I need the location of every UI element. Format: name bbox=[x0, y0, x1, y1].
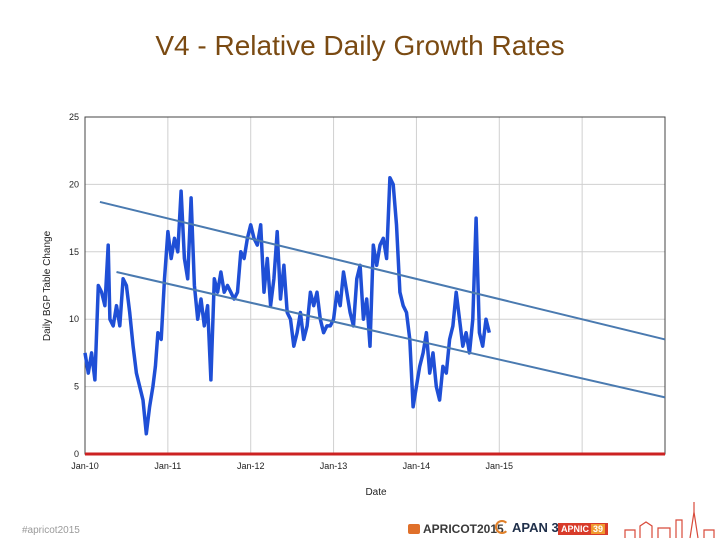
chart-grid bbox=[84, 116, 665, 455]
y-tick-label: 25 bbox=[69, 112, 79, 122]
apan-logo-text: APAN 39 bbox=[512, 520, 566, 535]
x-tick-label: Jan-15 bbox=[486, 461, 514, 471]
apricot-logo-text: APRICOT2015 bbox=[423, 522, 504, 536]
y-tick-label: 0 bbox=[74, 449, 79, 459]
x-tick-label: Jan-12 bbox=[237, 461, 265, 471]
x-tick-label: Jan-13 bbox=[320, 461, 348, 471]
sponsor-logos: APRICOT2015 APAN 39 APNIC 39 bbox=[400, 502, 720, 540]
x-axis-ticks: Jan-10 Jan-11 Jan-12 Jan-13 Jan-14 Jan-15 bbox=[71, 461, 513, 471]
x-tick-label: Jan-14 bbox=[403, 461, 431, 471]
y-tick-label: 10 bbox=[69, 314, 79, 324]
series-line-daily-bgp-change bbox=[83, 175, 491, 436]
x-axis-label: Date bbox=[365, 487, 387, 498]
apnic-logo: APNIC 39 bbox=[558, 523, 609, 535]
apan-logo: APAN 39 bbox=[495, 520, 566, 535]
city-skyline-icon bbox=[624, 502, 715, 539]
apricot-logo: APRICOT2015 bbox=[408, 522, 504, 536]
x-tick-label: Jan-10 bbox=[71, 461, 99, 471]
trend-line bbox=[99, 200, 666, 341]
y-tick-label: 15 bbox=[69, 247, 79, 257]
apricot-icon bbox=[408, 524, 420, 534]
apnic-logo-number: 39 bbox=[591, 524, 606, 534]
trend-lines bbox=[99, 200, 666, 399]
y-axis-ticks: 0 5 10 15 20 25 bbox=[69, 112, 79, 459]
y-tick-label: 5 bbox=[74, 382, 79, 392]
y-tick-label: 20 bbox=[69, 179, 79, 189]
slide-title: V4 - Relative Daily Growth Rates bbox=[155, 30, 565, 61]
trend-line bbox=[116, 271, 666, 399]
x-tick-label: Jan-11 bbox=[154, 461, 181, 471]
apan-swirl-icon bbox=[495, 520, 509, 534]
footer-hashtag: #apricot2015 bbox=[22, 525, 80, 536]
apnic-logo-text: APNIC bbox=[561, 524, 590, 534]
y-axis-label: Daily BGP Table Change bbox=[42, 230, 53, 341]
